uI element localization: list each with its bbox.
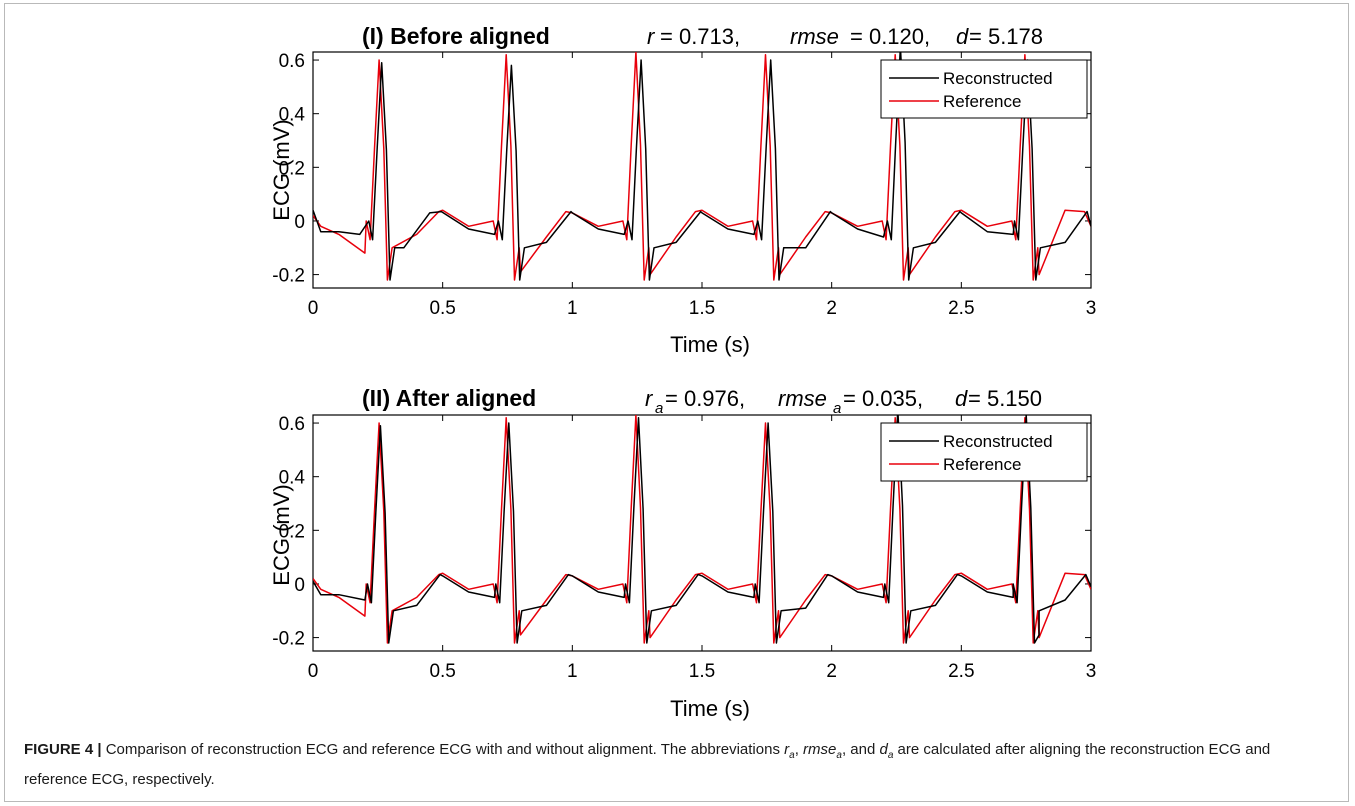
x-tick-label: 1.5: [689, 298, 715, 319]
stat-rmse-label: rmse: [778, 386, 827, 411]
x-axis-label: Time (s): [670, 696, 750, 721]
stat-rmse-label: rmse: [790, 24, 839, 49]
caption-sep: , and: [841, 741, 880, 758]
y-tick-label: 0: [294, 575, 305, 596]
stat-r-label: r: [645, 386, 654, 411]
legend-box: [880, 422, 1088, 482]
panel-after-aligned: (II) After aligned r a = 0.976, rmse a =…: [269, 385, 1096, 721]
x-tick-label: 2: [826, 298, 837, 319]
x-tick-label: 1.5: [689, 661, 715, 682]
caption-label: FIGURE 4 |: [24, 741, 102, 758]
legend-label-reference: Reference: [943, 92, 1021, 111]
panel-title: (II) After aligned: [362, 385, 536, 411]
x-tick-label: 3: [1086, 661, 1097, 682]
stat-r-sub: a: [655, 400, 663, 417]
stat-r-value: = 0.976,: [665, 386, 745, 411]
panel-stats: r = 0.713, rmse = 0.120, d = 5.178: [647, 24, 1043, 49]
series-reconstructed-line: [313, 52, 1091, 281]
axes: 0 0.5 1 1.5 2 2.5 3-0.200.20.40.6: [272, 414, 1096, 682]
axes: 0 0.5 1 1.5 2 2.5 3-0.200.20.40.6: [272, 51, 1096, 319]
x-tick-label: 0: [308, 661, 319, 682]
x-tick-label: 2.5: [948, 298, 974, 319]
caption-sep: ,: [794, 741, 804, 758]
panel-stats: r a = 0.976, rmse a = 0.035, d = 5.150: [645, 386, 1042, 417]
caption-rmse: rmse: [803, 741, 837, 758]
caption-d-sub: a: [887, 750, 894, 761]
y-tick-label: 0.4: [279, 468, 306, 489]
x-tick-label: 1: [567, 298, 578, 319]
figure-caption: FIGURE 4 | Comparison of reconstruction …: [24, 738, 1329, 792]
caption-text: Comparison of reconstruction ECG and ref…: [101, 741, 785, 758]
caption-r-sub: a: [789, 750, 795, 761]
x-tick-label: 3: [1086, 298, 1097, 319]
x-tick-label: 0.5: [429, 298, 455, 319]
stat-r-label: r: [647, 24, 656, 49]
y-tick-label: 0.2: [279, 521, 305, 542]
panel-title: (I) Before aligned: [362, 23, 550, 49]
stat-d-label: d: [955, 386, 968, 411]
legend-label-reference: Reference: [943, 455, 1021, 474]
y-tick-label: 0: [294, 212, 305, 233]
stat-rmse-sub: a: [833, 400, 841, 417]
caption-d: d: [879, 741, 888, 758]
y-axis-label: ECG (mV): [269, 119, 294, 220]
legend-box: [880, 59, 1088, 119]
stat-rmse-value: = 0.035,: [843, 386, 923, 411]
x-tick-label: 1: [567, 661, 578, 682]
y-tick-label: 0.2: [279, 158, 305, 179]
stat-d-label: d: [956, 24, 969, 49]
stat-d-value: = 5.178: [969, 24, 1043, 49]
legend-label-reconstructed: Reconstructed: [943, 69, 1053, 88]
stat-r-value: = 0.713,: [660, 24, 740, 49]
legend: Reconstructed Reference: [880, 422, 1088, 482]
figure-canvas: (I) Before aligned r = 0.713, rmse = 0.1…: [269, 23, 1096, 721]
y-tick-label: -0.2: [272, 629, 305, 650]
x-tick-label: 0.5: [429, 661, 455, 682]
x-axis-label: Time (s): [670, 332, 750, 357]
y-tick-label: 0.6: [279, 414, 305, 435]
y-axis-label: ECG (mV): [269, 484, 294, 585]
panel-before-aligned: (I) Before aligned r = 0.713, rmse = 0.1…: [269, 23, 1096, 357]
figure-frame: [4, 3, 1349, 802]
stat-rmse-value: = 0.120,: [850, 24, 930, 49]
caption-rmse-sub: a: [836, 750, 842, 761]
y-tick-label: 0.6: [279, 51, 305, 72]
plot-area: [313, 52, 1091, 281]
legend-label-reconstructed: Reconstructed: [943, 432, 1053, 451]
plot-area: [313, 415, 1091, 644]
x-tick-label: 2.5: [948, 661, 974, 682]
y-tick-label: -0.2: [272, 266, 305, 287]
series-reconstructed-line: [313, 415, 1091, 644]
stat-d-value: = 5.150: [968, 386, 1042, 411]
x-tick-label: 2: [826, 661, 837, 682]
caption-text: are calculated after aligning the recons…: [24, 741, 1271, 788]
caption-r: r: [784, 741, 790, 758]
x-tick-label: 0: [308, 298, 319, 319]
legend: Reconstructed Reference: [880, 59, 1088, 119]
y-tick-label: 0.4: [279, 105, 306, 126]
